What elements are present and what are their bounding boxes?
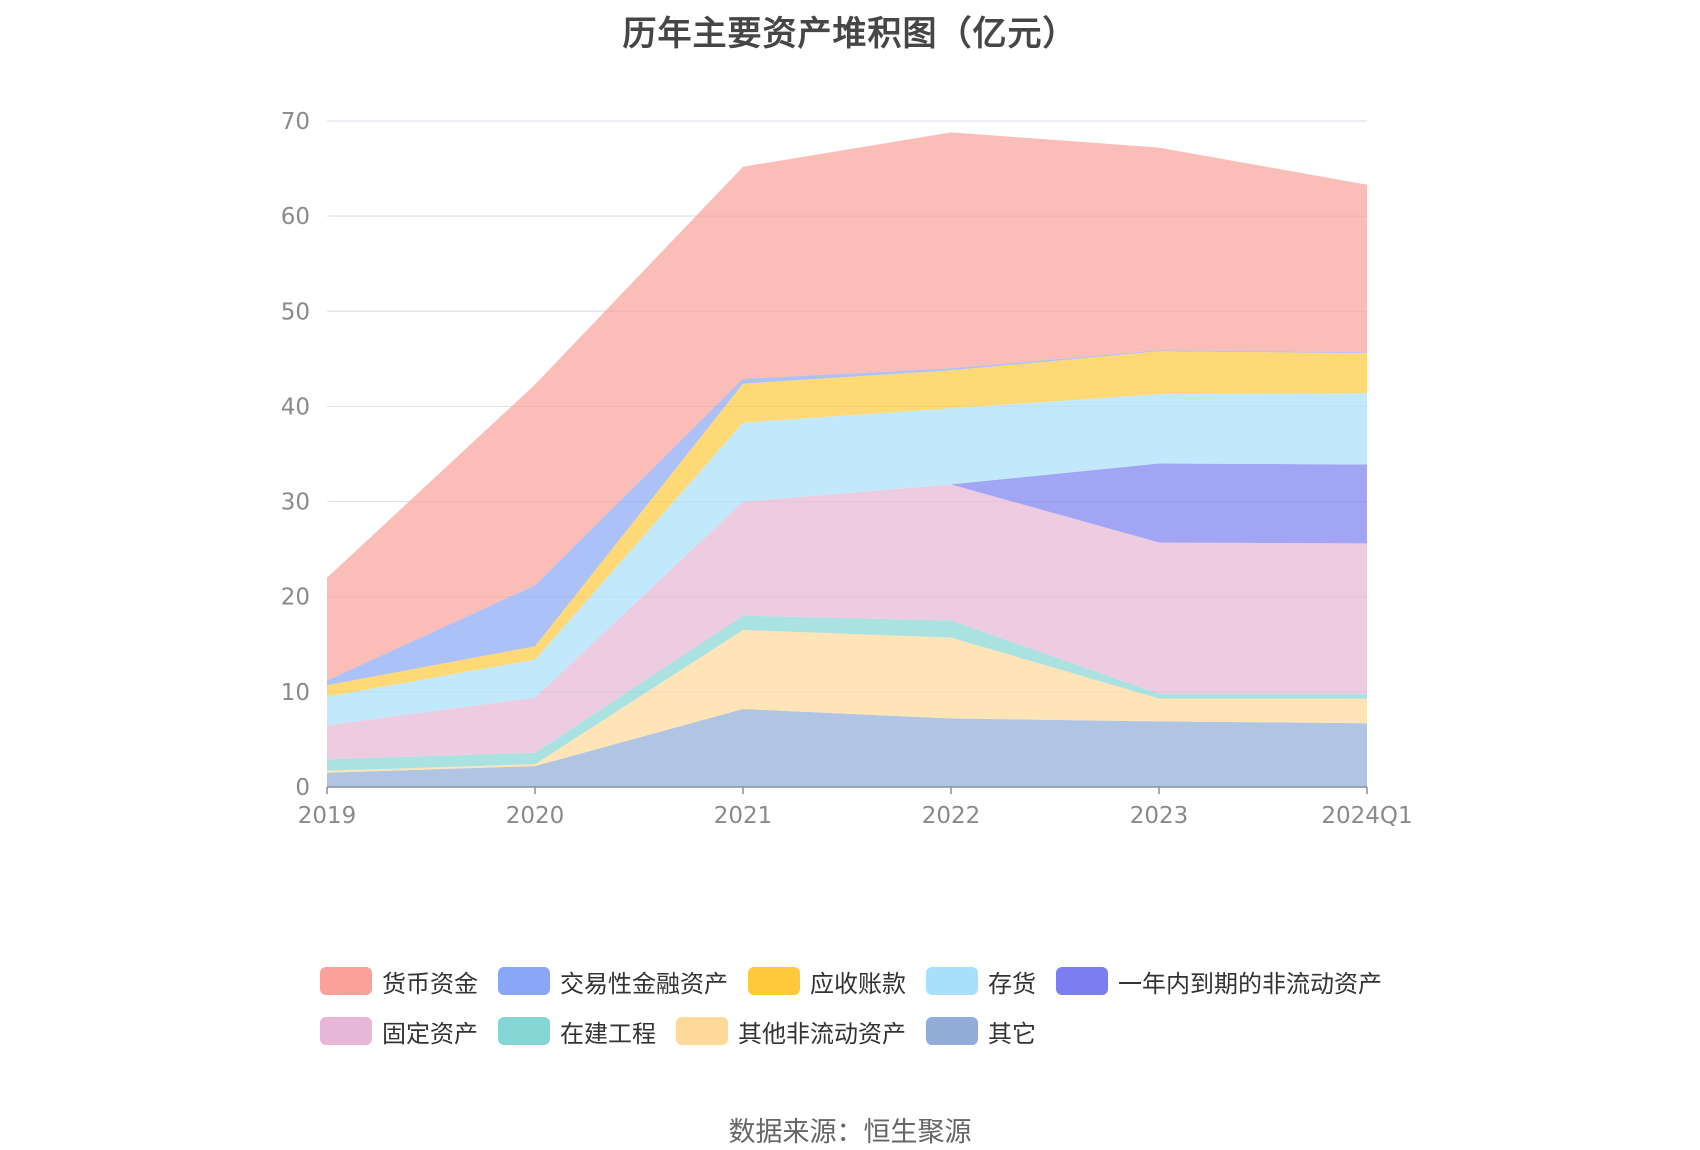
y-tick-label: 50 [281, 299, 310, 325]
legend-label: 一年内到期的非流动资产 [1118, 969, 1382, 998]
legend-item[interactable]: 固定资产 [320, 1014, 478, 1049]
y-tick-label: 70 [281, 109, 310, 135]
area-series-存货[interactable] [327, 393, 1367, 726]
legend-swatch [926, 967, 978, 995]
area-series-货币资金[interactable] [327, 132, 1367, 681]
legend-item[interactable]: 在建工程 [498, 1014, 656, 1049]
x-tick-label: 2021 [714, 803, 773, 829]
legend-label: 其它 [988, 1019, 1036, 1048]
area-series-一年内到期的非流动资产[interactable] [327, 463, 1367, 726]
legend-row-1: 货币资金 交易性金融资产 应收账款 存货 一年内到期的非流动资产 [320, 956, 1420, 1006]
legend-swatch [748, 967, 800, 995]
legend-label: 存货 [988, 969, 1036, 998]
y-tick-label: 20 [281, 585, 310, 611]
legend-item[interactable]: 货币资金 [320, 964, 478, 999]
legend-item[interactable]: 应收账款 [748, 964, 906, 999]
legend-row-2: 固定资产 在建工程 其他非流动资产 其它 [320, 1006, 1420, 1056]
legend-swatch [676, 1017, 728, 1045]
chart-title: 历年主要资产堆积图（亿元） [622, 14, 1078, 54]
x-tick-label: 2019 [298, 803, 357, 829]
legend-swatch [498, 1017, 550, 1045]
legend-item[interactable]: 交易性金融资产 [498, 964, 728, 999]
area-series-固定资产[interactable] [327, 484, 1367, 760]
x-tick-label: 2020 [506, 803, 565, 829]
legend-swatch [320, 967, 372, 995]
y-tick-label: 10 [281, 680, 310, 706]
axes: 0 10 20 30 40 50 60 70 2019 2020 2021 2022 2023 2024Q… [281, 109, 1413, 829]
legend-label: 交易性金融资产 [560, 969, 728, 998]
source-note: 数据来源：恒生聚源 [728, 1117, 972, 1148]
legend-label: 货币资金 [382, 969, 478, 998]
area-series-其他非流动资产[interactable] [327, 630, 1367, 773]
legend-item[interactable]: 其他非流动资产 [676, 1014, 906, 1049]
legend-swatch [320, 1017, 372, 1045]
legend-item[interactable]: 其它 [926, 1014, 1036, 1049]
area-series-其它[interactable] [327, 709, 1367, 787]
legend-swatch [498, 967, 550, 995]
legend-label: 固定资产 [382, 1019, 478, 1048]
y-tick-label: 0 [295, 775, 310, 801]
x-tick-label: 2024Q1 [1321, 803, 1412, 829]
legend-swatch [1056, 967, 1108, 995]
x-tick-label: 2023 [1130, 803, 1189, 829]
legend: 货币资金 交易性金融资产 应收账款 存货 一年内到期的非流动资产 固定资产 在建… [320, 956, 1420, 1056]
legend-swatch [926, 1017, 978, 1045]
y-tick-label: 40 [281, 394, 310, 420]
y-tick-label: 30 [281, 490, 310, 516]
area-series [327, 132, 1367, 787]
legend-label: 应收账款 [810, 969, 906, 998]
y-tick-label: 60 [281, 204, 310, 230]
area-series-应收账款[interactable] [327, 351, 1367, 697]
x-tick-label: 2022 [922, 803, 981, 829]
area-series-交易性金融资产[interactable] [327, 350, 1367, 686]
legend-item[interactable]: 一年内到期的非流动资产 [1056, 964, 1382, 999]
legend-item[interactable]: 存货 [926, 964, 1036, 999]
legend-label: 其他非流动资产 [738, 1019, 906, 1048]
legend-label: 在建工程 [560, 1019, 656, 1048]
